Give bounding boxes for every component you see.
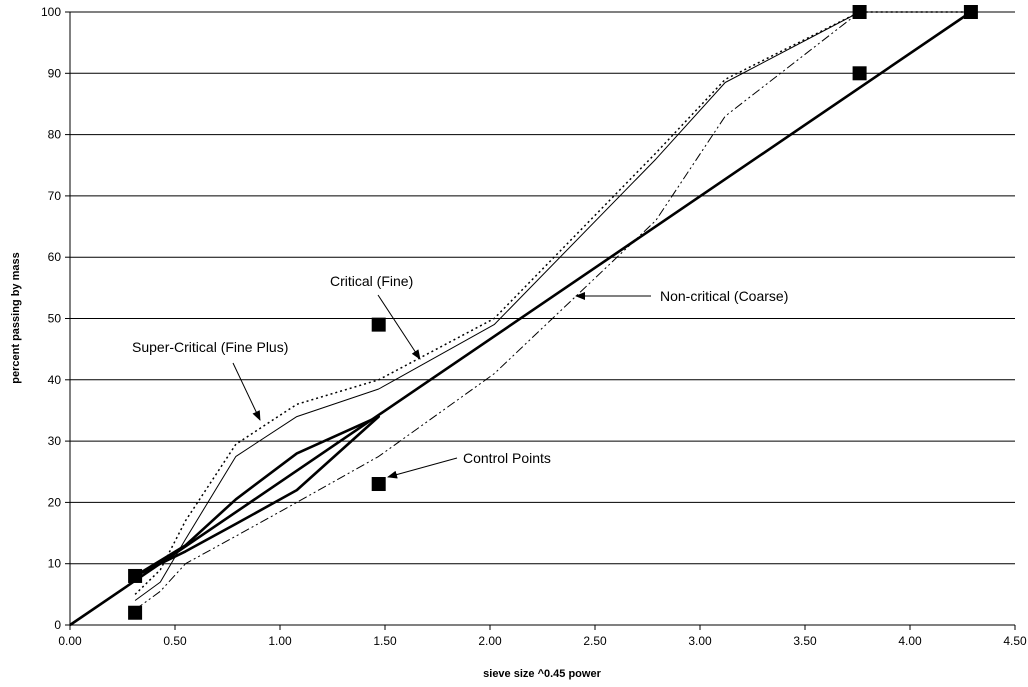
grid-lines	[70, 11, 1015, 565]
annotation-control-points: Control Points	[463, 450, 551, 466]
x-tick-label: 2.00	[478, 634, 502, 648]
y-tick-label: 70	[48, 189, 62, 203]
annotation-non-critical: Non-critical (Coarse)	[660, 288, 788, 304]
annotation-critical: Critical (Fine)	[330, 273, 413, 289]
annotation-super-critical-arrow	[232, 362, 261, 421]
annotations: Critical (Fine) Super-Critical (Fine Plu…	[132, 273, 788, 479]
y-tick-label: 20	[48, 495, 62, 509]
y-axis-title: percent passing by mass	[10, 252, 22, 383]
x-tick-label: 1.00	[268, 634, 292, 648]
series-line-dotted	[134, 11, 971, 595]
annotation-critical-arrow	[377, 294, 421, 360]
x-axis-title: sieve size ^0.45 power	[483, 668, 601, 680]
series-lines	[69, 10, 972, 627]
x-tick-label: 0.00	[58, 634, 82, 648]
series-line-thin-solid	[134, 11, 971, 601]
y-tick-label: 60	[48, 250, 62, 264]
x-tick-label: 0.50	[163, 634, 187, 648]
x-tick-label: 3.50	[793, 634, 817, 648]
series-line-thick-solid	[69, 10, 972, 627]
y-tick-label: 80	[48, 128, 62, 142]
control-point-marker	[852, 66, 867, 81]
control-point-marker	[371, 317, 386, 332]
series-line-dash-dot-dot	[134, 11, 971, 611]
control-point-marker	[128, 605, 143, 620]
y-tick-label: 50	[48, 312, 62, 326]
x-tick-label: 2.50	[583, 634, 607, 648]
control-point-marker	[963, 5, 978, 19]
y-tick-label: 100	[41, 5, 61, 19]
annotation-super-critical: Super-Critical (Fine Plus)	[132, 339, 288, 355]
y-tick-label: 90	[48, 66, 62, 80]
series-line-thick-solid	[134, 415, 381, 578]
y-tick-label: 40	[48, 373, 62, 387]
control-point-markers	[128, 5, 978, 620]
y-tick-label: 30	[48, 434, 62, 448]
x-axis-ticks: 0.00 0.50 1.00 1.50 2.00 2.50 3.00 3.50 4.00 4.50	[58, 625, 1027, 648]
x-tick-label: 4.00	[898, 634, 922, 648]
y-tick-label: 10	[48, 557, 62, 571]
control-point-marker	[371, 477, 386, 492]
x-tick-label: 4.50	[1003, 634, 1027, 648]
y-tick-label: 0	[54, 618, 61, 632]
x-tick-label: 1.50	[373, 634, 397, 648]
y-axis-ticks: 0 10 20 30 40 50 60 70 80 90 100	[41, 5, 70, 632]
x-tick-label: 3.00	[688, 634, 712, 648]
annotation-control-points-arrow	[387, 457, 458, 479]
control-point-marker	[128, 568, 143, 583]
control-point-marker	[852, 5, 867, 19]
